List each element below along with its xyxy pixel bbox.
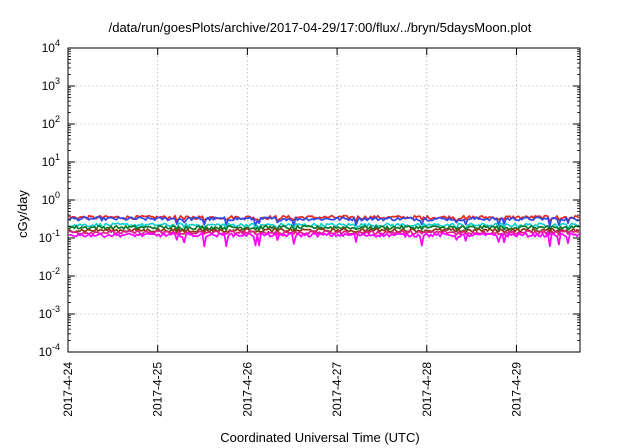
x-tick-label: 2017-4-26 [240,362,254,417]
series-line [68,216,580,228]
x-axis-label: Coordinated Universal Time (UTC) [220,430,420,445]
y-tick-labels: 10-4 10-3 10-2 10-1 100 101 102 103 104 [39,38,60,359]
series-line [68,227,580,234]
y-tick-label: 103 [42,76,60,93]
x-tick-label: 2017-4-25 [151,362,165,417]
y-tick-label: 10-3 [39,304,60,321]
x-tick-label: 2017-4-29 [509,362,523,417]
y-tick-label: 10-4 [39,342,60,359]
x-tick-label: 2017-4-24 [61,362,75,417]
x-tick-label: 2017-4-27 [330,362,344,417]
y-axis-label: cGy/day [15,190,30,238]
plot-frame [67,47,581,353]
grid [68,48,580,352]
series-line [68,232,580,248]
series-line [69,222,580,231]
series-line [68,229,580,236]
y-tick-label: 102 [42,114,60,131]
series-group [68,214,580,248]
y-tick-label: 10-1 [39,228,60,245]
x-tick-label: 2017-4-28 [420,362,434,417]
series-line [68,224,579,232]
x-tick-labels: 2017-4-24 2017-4-25 2017-4-26 2017-4-27 2017… [61,362,523,417]
chart-title: /data/run/goesPlots/archive/2017-04-29/1… [108,20,532,35]
y-tick-label: 100 [42,190,60,207]
y-tick-label: 10-2 [39,266,60,283]
y-tick-label: 104 [42,38,60,55]
y-tick-label: 101 [42,152,60,169]
axes [67,47,581,353]
